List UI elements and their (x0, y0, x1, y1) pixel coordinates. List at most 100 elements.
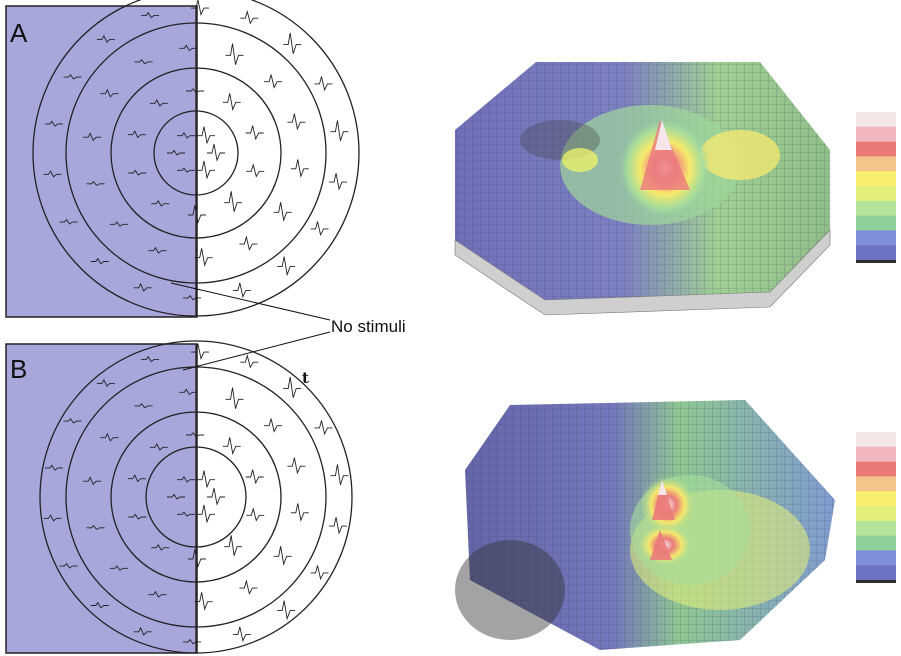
waveform-trace (128, 169, 147, 176)
waveform-trace (133, 282, 152, 292)
waveform-trace (246, 507, 265, 522)
waveform-trace (314, 76, 333, 92)
waveform-trace (109, 221, 128, 227)
waveform-trace (100, 88, 119, 98)
waveform-trace (134, 403, 153, 409)
waveform-trace (273, 546, 292, 567)
waveform-trace (310, 565, 329, 581)
waveform-trace (287, 457, 306, 475)
waveform-trace (277, 256, 296, 277)
waveform-trace (240, 10, 259, 25)
waveform-trace (330, 464, 349, 485)
waveform-trace (177, 511, 195, 517)
waveform-trace (246, 163, 265, 178)
waveform-trace (148, 246, 167, 254)
color-scale-swatch (856, 446, 896, 463)
waveform-trace (86, 181, 105, 187)
waveform-trace (245, 125, 264, 141)
waveform-trace (290, 503, 309, 522)
color-scale-swatch (856, 245, 896, 261)
waveform-trace (264, 418, 283, 433)
waveform-trace (149, 443, 168, 451)
waveform-trace (177, 131, 195, 139)
waveform-trace (197, 504, 215, 524)
waveform-trace (59, 218, 78, 225)
waveform-trace (232, 282, 251, 299)
waveform-trace (314, 420, 333, 436)
waveform-trace (225, 43, 244, 65)
waveform-trace (109, 565, 128, 571)
waveform-trace (96, 34, 115, 44)
waveform-trace (283, 376, 302, 398)
waveform-trace (330, 120, 349, 141)
waveform-trace (177, 475, 195, 483)
waveform-trace (186, 88, 205, 94)
panel-a-label: A (10, 18, 28, 48)
color-scale-swatch (856, 200, 896, 217)
waveform-trace (197, 126, 215, 145)
waveform-trace (277, 600, 296, 621)
no-stimuli-annotation: No stimuli (331, 317, 406, 336)
waveform-trace (224, 535, 243, 556)
color-scale-swatch (856, 461, 896, 477)
waveform-trace (86, 525, 105, 531)
waveform-trace (290, 159, 309, 178)
waveform-trace (134, 59, 153, 65)
waveform-trace (329, 173, 348, 191)
color-scale-swatch (856, 126, 896, 143)
waveform-trace (232, 626, 251, 643)
waveform-trace (44, 120, 63, 127)
waveform-trace (100, 432, 119, 442)
waveform-trace (186, 432, 205, 438)
waveform-trace (329, 517, 348, 535)
waveform-trace (179, 388, 198, 396)
waveform-trace (133, 626, 152, 636)
waveform-trace (179, 44, 198, 52)
waveform-trace (149, 99, 168, 107)
waveform-trace (167, 149, 185, 156)
waveform-trace (264, 74, 283, 89)
color-scale-swatch (856, 565, 896, 581)
waveform-trace (148, 590, 167, 598)
waveform-trace (177, 167, 195, 173)
waveform-trace (207, 487, 225, 506)
waveform-trace (225, 387, 244, 409)
waveform-trace (128, 513, 147, 520)
waveform-trace (127, 130, 146, 139)
color-scale-swatch (856, 520, 896, 537)
color-scale-swatch (856, 491, 896, 507)
waveform-trace (183, 294, 202, 301)
waveform-trace (287, 113, 306, 131)
waveform-trace (190, 0, 209, 16)
waveform-trace (197, 470, 215, 489)
waveform-trace (183, 638, 202, 645)
waveform-trace (151, 200, 170, 207)
waveform-trace (167, 493, 185, 500)
waveform-trace (207, 143, 225, 162)
waveform-trace (240, 354, 259, 369)
waveform-trace (194, 592, 213, 611)
waveform-trace (187, 205, 206, 225)
color-scale-base (856, 580, 896, 583)
waveform-trace (83, 476, 102, 486)
waveform-trace (127, 474, 146, 483)
waveform-trace (245, 469, 264, 485)
waveform-trace (83, 132, 102, 142)
waveform-trace (44, 464, 63, 471)
color-scale-swatch (856, 215, 896, 231)
waveform-trace (194, 248, 213, 267)
waveform-trace (43, 170, 62, 178)
waveform-trace (43, 514, 62, 522)
waveform-trace (151, 544, 170, 551)
color-scale-swatch (856, 112, 896, 128)
waveform-trace (96, 378, 115, 388)
waveform-trace (90, 257, 109, 265)
waveform-trace (222, 93, 241, 112)
color-scale-swatch (856, 141, 896, 157)
waveform-trace (63, 418, 82, 424)
waveform-trace (59, 562, 78, 569)
